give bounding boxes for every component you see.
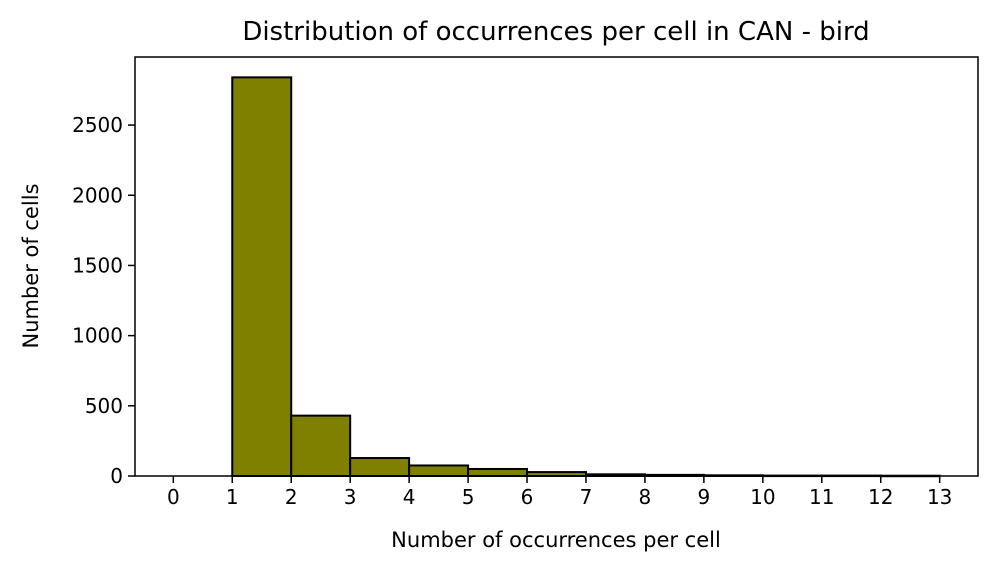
y-tick-label: 500: [85, 394, 123, 418]
y-axis-label: Number of cells: [19, 183, 43, 348]
bars-layer: [231, 76, 941, 478]
histogram-bar-1: [231, 76, 293, 478]
y-tick-label: 1500: [72, 253, 123, 277]
y-tick-label: 1000: [72, 324, 123, 348]
x-tick-label: 8: [639, 485, 652, 509]
x-axis-ticks: 0 1 2 3 4 5 6 7 8 9 10 11 12 13: [167, 476, 952, 509]
x-tick-label: 11: [809, 485, 834, 509]
x-tick-label: 9: [698, 485, 711, 509]
y-tick-label: 2500: [72, 113, 123, 137]
chart-title: Distribution of occurrences per cell in …: [242, 17, 869, 47]
plot-area-frame: [134, 56, 979, 477]
y-axis-ticks: 0 500 1000 1500 2000 2500: [72, 113, 135, 488]
x-tick-label: 2: [285, 485, 298, 509]
histogram-bar-2: [290, 414, 352, 477]
x-tick-label: 6: [521, 485, 534, 509]
x-tick-label: 4: [403, 485, 416, 509]
x-tick-label: 13: [927, 485, 952, 509]
y-tick-label: 2000: [72, 183, 123, 207]
x-tick-label: 3: [344, 485, 357, 509]
x-tick-label: 10: [750, 485, 775, 509]
x-tick-label: 7: [580, 485, 593, 509]
y-tick-label: 0: [110, 464, 123, 488]
x-axis-label: Number of occurrences per cell: [391, 528, 721, 552]
x-tick-label: 12: [868, 485, 893, 509]
histogram-bar-3: [349, 457, 411, 478]
histogram-bar-5: [467, 467, 529, 477]
histogram-bar-4: [408, 464, 470, 477]
x-tick-label: 5: [462, 485, 475, 509]
x-tick-label: 0: [167, 485, 180, 509]
x-tick-label: 1: [226, 485, 239, 509]
